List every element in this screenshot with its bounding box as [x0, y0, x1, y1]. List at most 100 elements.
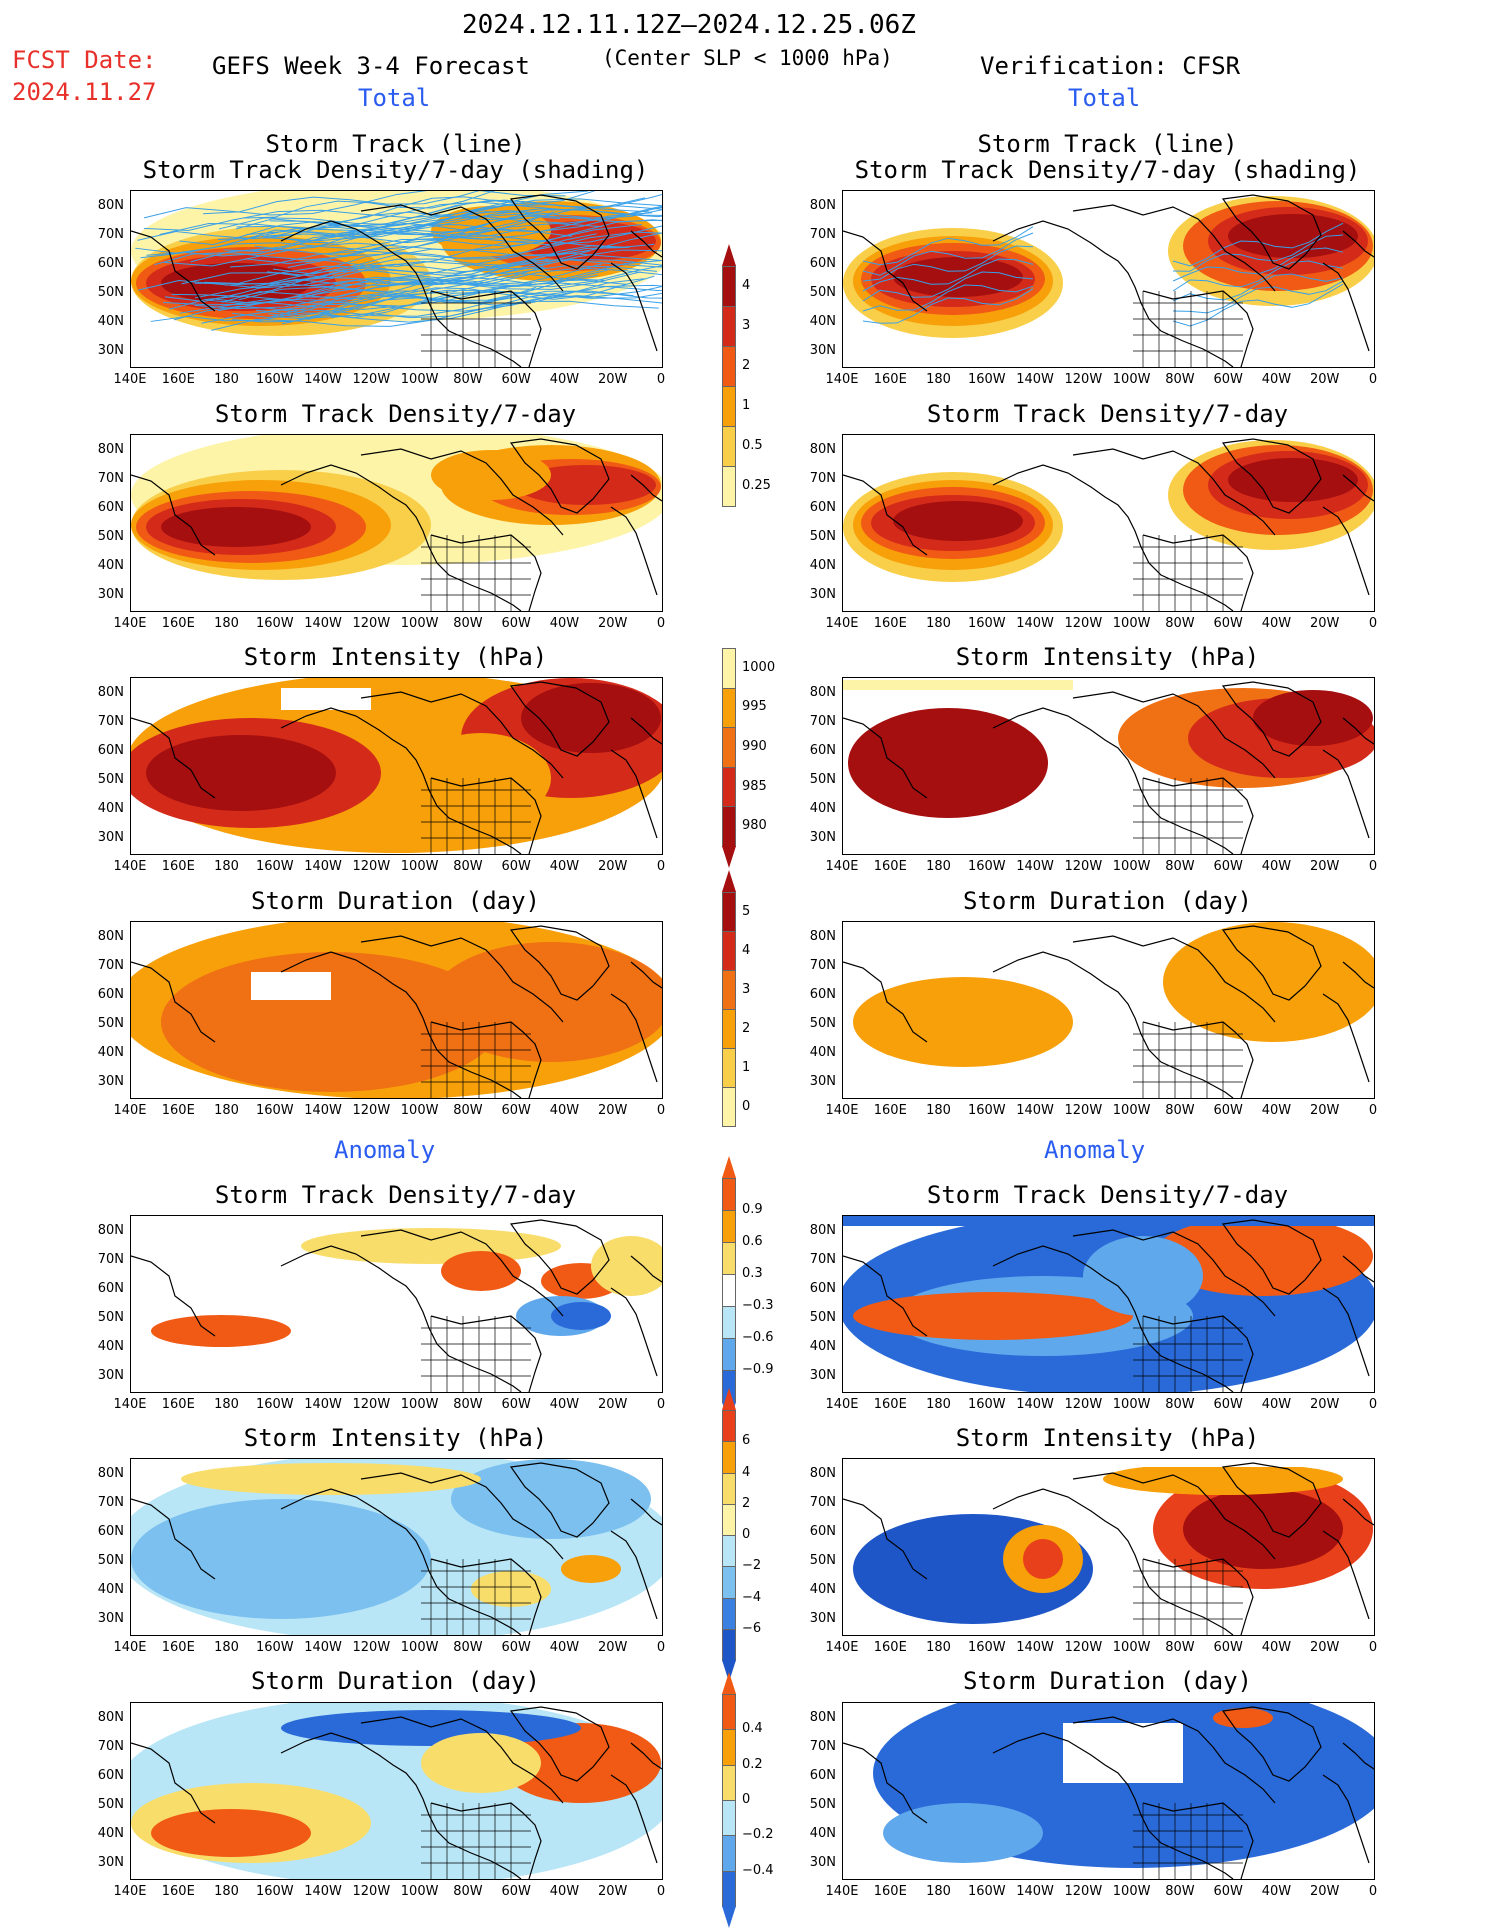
lon-tick-label: 0 [639, 372, 683, 387]
lon-tick-label: 40W [1254, 1884, 1298, 1899]
lat-tick-label: 40N [796, 558, 836, 573]
fcst-date-value: 2024.11.27 [12, 78, 157, 106]
lon-tick-label: 0 [639, 859, 683, 874]
lat-tick-label: 50N [796, 529, 836, 544]
colorbar-segment [722, 806, 736, 847]
map-duranom-gefs [130, 1702, 663, 1880]
lon-tick-label: 0 [1351, 1103, 1395, 1118]
lon-tick-label: 140E [820, 1103, 864, 1118]
colorbar-tick-label: 0.2 [742, 1757, 763, 1772]
lon-tick-label: 60W [1206, 859, 1250, 874]
lat-tick-label: 50N [84, 1797, 124, 1812]
lon-tick-label: 20W [591, 1884, 635, 1899]
lon-tick-label: 40W [1254, 859, 1298, 874]
lat-tick-label: 60N [796, 1768, 836, 1783]
colorbar-tick-label: 0 [742, 1792, 750, 1807]
lat-tick-label: 40N [796, 1826, 836, 1841]
lat-tick-label: 60N [796, 987, 836, 1002]
lon-tick-label: 80W [446, 372, 490, 387]
lat-tick-label: 40N [84, 558, 124, 573]
lon-tick-label: 40W [1254, 372, 1298, 387]
title-intensity-anom-left: Storm Intensity (hPa) [130, 1424, 661, 1452]
right-anomaly-label: Anomaly [1044, 1136, 1145, 1164]
lon-tick-label: 0 [639, 1103, 683, 1118]
lon-tick-label: 40W [542, 372, 586, 387]
colorbar-extend-top [722, 1388, 736, 1410]
lon-tick-label: 40W [542, 616, 586, 631]
lat-tick-label: 50N [796, 1310, 836, 1325]
lat-tick-label: 80N [84, 685, 124, 700]
colorbar-segment [722, 1504, 736, 1536]
lon-tick-label: 0 [639, 1397, 683, 1412]
title-intensity-anom-right: Storm Intensity (hPa) [842, 1424, 1373, 1452]
colorbar-segment [722, 1009, 736, 1049]
lon-tick-label: 160W [253, 1884, 297, 1899]
lon-tick-label: 80W [446, 1397, 490, 1412]
lat-tick-label: 70N [84, 227, 124, 242]
lon-tick-label: 140E [820, 616, 864, 631]
colorbar-tick-label: −2 [742, 1558, 761, 1573]
lon-tick-label: 20W [1303, 1884, 1347, 1899]
colorbar-extend-top [722, 1672, 736, 1694]
right-column-title: Verification: CFSR [980, 52, 1240, 80]
map-density-cfsr [842, 434, 1375, 612]
colorbar-tick-label: 0 [742, 1527, 750, 1542]
colorbar-tick-label: 0.25 [742, 478, 771, 493]
colorbar-tick-label: 0.4 [742, 1721, 763, 1736]
lon-tick-label: 80W [1158, 859, 1202, 874]
colorbar-tick-label: 995 [742, 699, 767, 714]
left-anomaly-label: Anomaly [334, 1136, 435, 1164]
map-field [131, 1216, 662, 1392]
colorbar-tick-label: 0.3 [742, 1266, 763, 1281]
lon-tick-label: 60W [1206, 372, 1250, 387]
lat-tick-label: 70N [796, 714, 836, 729]
colorbar-tick-label: −4 [742, 1590, 761, 1605]
colorbar-segment [722, 1087, 736, 1127]
colorbar-segment [722, 970, 736, 1010]
lat-tick-label: 80N [796, 198, 836, 213]
lat-tick-label: 40N [84, 314, 124, 329]
lon-tick-label: 160W [965, 859, 1009, 874]
lon-tick-label: 20W [591, 1103, 635, 1118]
map-field [131, 922, 662, 1098]
lon-tick-label: 0 [1351, 372, 1395, 387]
left-total-label: Total [358, 84, 430, 112]
colorbar-segment [722, 266, 736, 307]
lat-tick-label: 30N [84, 1855, 124, 1870]
lon-tick-label: 160E [868, 616, 912, 631]
title-track-line-right: Storm Track (line) [842, 130, 1373, 158]
map-field [131, 435, 662, 611]
lat-tick-label: 60N [84, 256, 124, 271]
lon-tick-label: 140W [1013, 859, 1057, 874]
lon-tick-label: 140E [108, 1884, 152, 1899]
lon-tick-label: 0 [639, 616, 683, 631]
title-density-left: Storm Track Density/7-day [130, 400, 661, 428]
lon-tick-label: 20W [1303, 1397, 1347, 1412]
lon-tick-label: 160W [965, 1103, 1009, 1118]
lat-tick-label: 30N [84, 1074, 124, 1089]
colorbar-segment [722, 1441, 736, 1473]
map-field [131, 678, 662, 854]
lon-tick-label: 60W [494, 616, 538, 631]
colorbar-tick-label: 0 [742, 1099, 750, 1114]
fcst-date-label: FCST Date: [12, 46, 157, 74]
map-intensity-cfsr [842, 677, 1375, 855]
lon-tick-label: 80W [1158, 1640, 1202, 1655]
lon-tick-label: 140E [108, 1397, 152, 1412]
lon-tick-label: 120W [349, 859, 393, 874]
lat-tick-label: 80N [84, 929, 124, 944]
lat-tick-label: 70N [84, 714, 124, 729]
lon-tick-label: 160W [965, 1397, 1009, 1412]
lon-tick-label: 20W [1303, 616, 1347, 631]
lat-tick-label: 80N [796, 1223, 836, 1238]
lon-tick-label: 100W [1110, 616, 1154, 631]
lon-tick-label: 120W [1061, 1884, 1105, 1899]
colorbar-segment [722, 1800, 736, 1836]
colorbar-segment [722, 386, 736, 427]
title-track-shading-right: Storm Track Density/7-day (shading) [842, 156, 1373, 184]
map-danom-cfsr [842, 1215, 1375, 1393]
colorbar-intensity-total [722, 648, 736, 846]
lon-tick-label: 20W [591, 859, 635, 874]
lon-tick-label: 140W [301, 1397, 345, 1412]
lon-tick-label: 0 [639, 1640, 683, 1655]
